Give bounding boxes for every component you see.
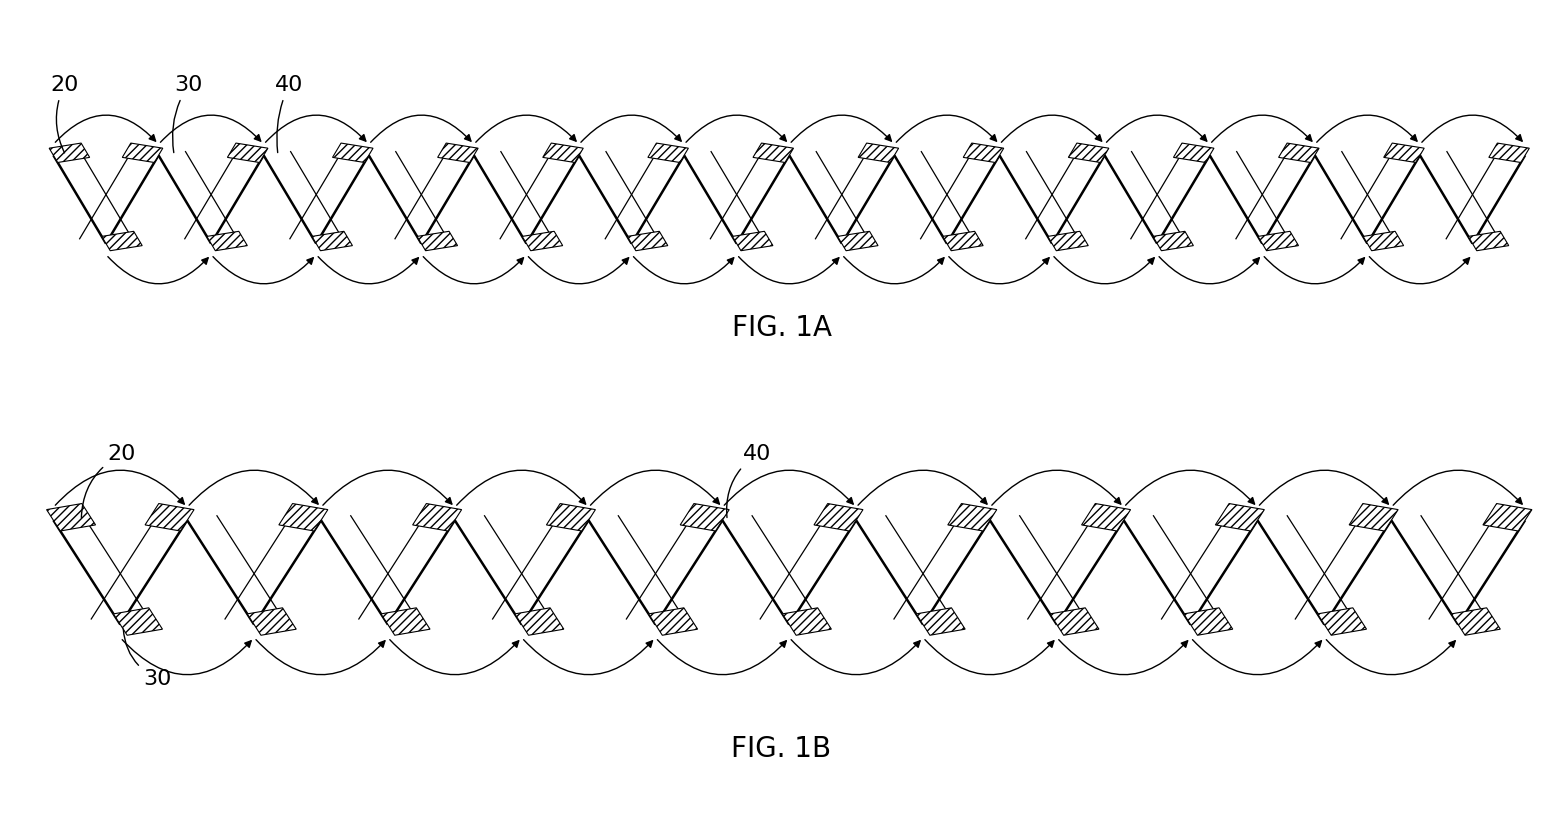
Polygon shape <box>858 143 899 162</box>
Text: 30: 30 <box>172 75 203 153</box>
Polygon shape <box>547 503 596 531</box>
Polygon shape <box>102 231 142 251</box>
Polygon shape <box>1279 143 1319 162</box>
Polygon shape <box>1183 608 1233 635</box>
Polygon shape <box>1216 503 1264 531</box>
Polygon shape <box>1318 608 1366 635</box>
Polygon shape <box>206 231 247 251</box>
Polygon shape <box>247 608 297 635</box>
Polygon shape <box>1258 231 1299 251</box>
Polygon shape <box>838 231 878 251</box>
Text: 30: 30 <box>123 629 172 689</box>
Polygon shape <box>649 143 688 162</box>
Polygon shape <box>522 231 563 251</box>
Polygon shape <box>1349 503 1399 531</box>
Polygon shape <box>1452 608 1500 635</box>
Polygon shape <box>1174 143 1214 162</box>
Text: FIG. 1A: FIG. 1A <box>731 314 832 342</box>
Polygon shape <box>1069 143 1108 162</box>
Polygon shape <box>122 143 163 162</box>
Polygon shape <box>1082 503 1130 531</box>
Polygon shape <box>1050 608 1099 635</box>
Polygon shape <box>145 503 194 531</box>
Polygon shape <box>649 608 697 635</box>
Polygon shape <box>542 143 583 162</box>
Polygon shape <box>228 143 267 162</box>
Polygon shape <box>417 231 458 251</box>
Polygon shape <box>680 503 730 531</box>
Polygon shape <box>381 608 430 635</box>
Polygon shape <box>1383 143 1424 162</box>
Polygon shape <box>333 143 374 162</box>
Polygon shape <box>47 503 95 531</box>
Polygon shape <box>1363 231 1404 251</box>
Polygon shape <box>438 143 478 162</box>
Polygon shape <box>1153 231 1194 251</box>
Polygon shape <box>413 503 461 531</box>
Polygon shape <box>916 608 966 635</box>
Polygon shape <box>942 231 983 251</box>
Text: 40: 40 <box>275 75 303 153</box>
Text: 20: 20 <box>50 75 78 153</box>
Polygon shape <box>627 231 667 251</box>
Text: FIG. 1B: FIG. 1B <box>731 735 832 763</box>
Polygon shape <box>278 503 328 531</box>
Polygon shape <box>733 231 774 251</box>
Polygon shape <box>1483 503 1532 531</box>
Polygon shape <box>783 608 832 635</box>
Polygon shape <box>1468 231 1508 251</box>
Polygon shape <box>48 143 89 162</box>
Polygon shape <box>514 608 564 635</box>
Polygon shape <box>1490 143 1529 162</box>
Polygon shape <box>114 608 163 635</box>
Polygon shape <box>753 143 794 162</box>
Polygon shape <box>947 503 997 531</box>
Text: 40: 40 <box>727 444 771 517</box>
Text: 20: 20 <box>81 444 136 517</box>
Polygon shape <box>313 231 352 251</box>
Polygon shape <box>963 143 1003 162</box>
Polygon shape <box>1047 231 1088 251</box>
Polygon shape <box>814 503 863 531</box>
